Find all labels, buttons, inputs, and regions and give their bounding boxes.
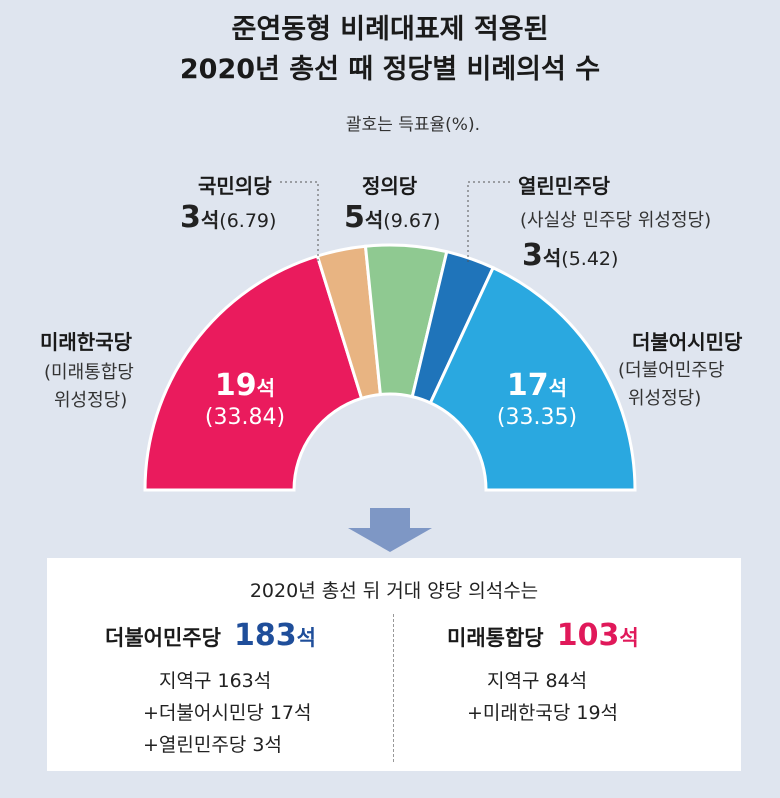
seat-justice-unit: 석 (364, 208, 384, 232)
summary-left-total: 183 (234, 618, 297, 653)
summary-right-party: 미래통합당 (447, 626, 544, 650)
seat-open-count: 3 (522, 238, 543, 273)
summary-right-header: 미래통합당 103석 (447, 618, 639, 653)
chart-note: 괄호는 득표율(%). (345, 115, 480, 135)
seat-justice-count: 5 (344, 200, 365, 235)
seat-people-count: 3 (180, 200, 201, 235)
label-mirae-sub1: (미래통합당 (44, 362, 134, 383)
slice-citizen (428, 265, 637, 492)
inner-citizen-count: 17 (506, 368, 549, 403)
summary-left-line3: +열린민주당 3석 (143, 734, 282, 756)
leader-line-open (467, 181, 510, 262)
summary-box: 2020년 총선 뒤 거대 양당 의석수는 더불어민주당 183석 지역구 16… (47, 558, 741, 771)
seat-people: 3석(6.79) (180, 200, 276, 235)
inner-mirae-count: 19 (214, 368, 257, 403)
seat-open-pct: (5.42) (561, 248, 619, 270)
seat-open-unit: 석 (542, 246, 562, 270)
label-open-sub: (사실상 민주당 위성정당) (520, 210, 712, 231)
summary-left-party: 더불어민주당 (105, 626, 221, 650)
half-donut-chart (143, 181, 637, 552)
summary-right-unit: 석 (619, 626, 639, 650)
slice-mirae (143, 254, 364, 492)
summary-right-line1: 지역구 84석 (487, 670, 588, 692)
summary-left-line1: 지역구 163석 (159, 670, 272, 692)
leader-line-people (280, 181, 319, 262)
seat-justice: 5석(9.67) (344, 200, 440, 235)
seat-open: 3석(5.42) (522, 238, 618, 273)
seat-people-pct: (6.79) (219, 210, 277, 232)
summary-left-unit: 석 (296, 626, 316, 650)
inner-label-citizen: 17석 (33.35) (482, 368, 592, 430)
label-citizen-sub1: (더불어민주당 (618, 360, 725, 381)
inner-mirae-pct: (33.84) (204, 405, 286, 430)
summary-right-total: 103 (556, 618, 620, 653)
inner-label-mirae: 19석 (33.84) (190, 368, 300, 430)
chart-title-line1: 준연동형 비례대표제 적용된 (231, 14, 549, 45)
inner-citizen-unit: 석 (548, 376, 568, 400)
down-arrow-icon (348, 508, 432, 552)
summary-left-header: 더불어민주당 183석 (105, 618, 316, 653)
label-mirae-sub2: 위성정당) (54, 390, 128, 411)
inner-mirae-unit: 석 (256, 376, 276, 400)
label-people-party: 국민의당 (198, 174, 272, 198)
seat-justice-pct: (9.67) (383, 210, 441, 232)
label-citizen-sub2: 위성정당) (628, 388, 702, 409)
summary-right-line2: +미래한국당 19석 (467, 702, 619, 724)
summary-divider (393, 614, 394, 762)
label-justice-party: 정의당 (362, 174, 418, 198)
inner-citizen-pct: (33.35) (496, 405, 578, 430)
label-mirae-party: 미래한국당 (40, 330, 132, 354)
label-citizen-party: 더불어시민당 (632, 330, 743, 354)
chart-title-line2: 2020년 총선 때 정당별 비례의석 수 (179, 54, 601, 85)
seat-people-unit: 석 (200, 208, 220, 232)
summary-title: 2020년 총선 뒤 거대 양당 의석수는 (249, 580, 539, 602)
summary-left-line2: +더불어시민당 17석 (143, 702, 312, 724)
label-open-party: 열린민주당 (518, 174, 610, 198)
